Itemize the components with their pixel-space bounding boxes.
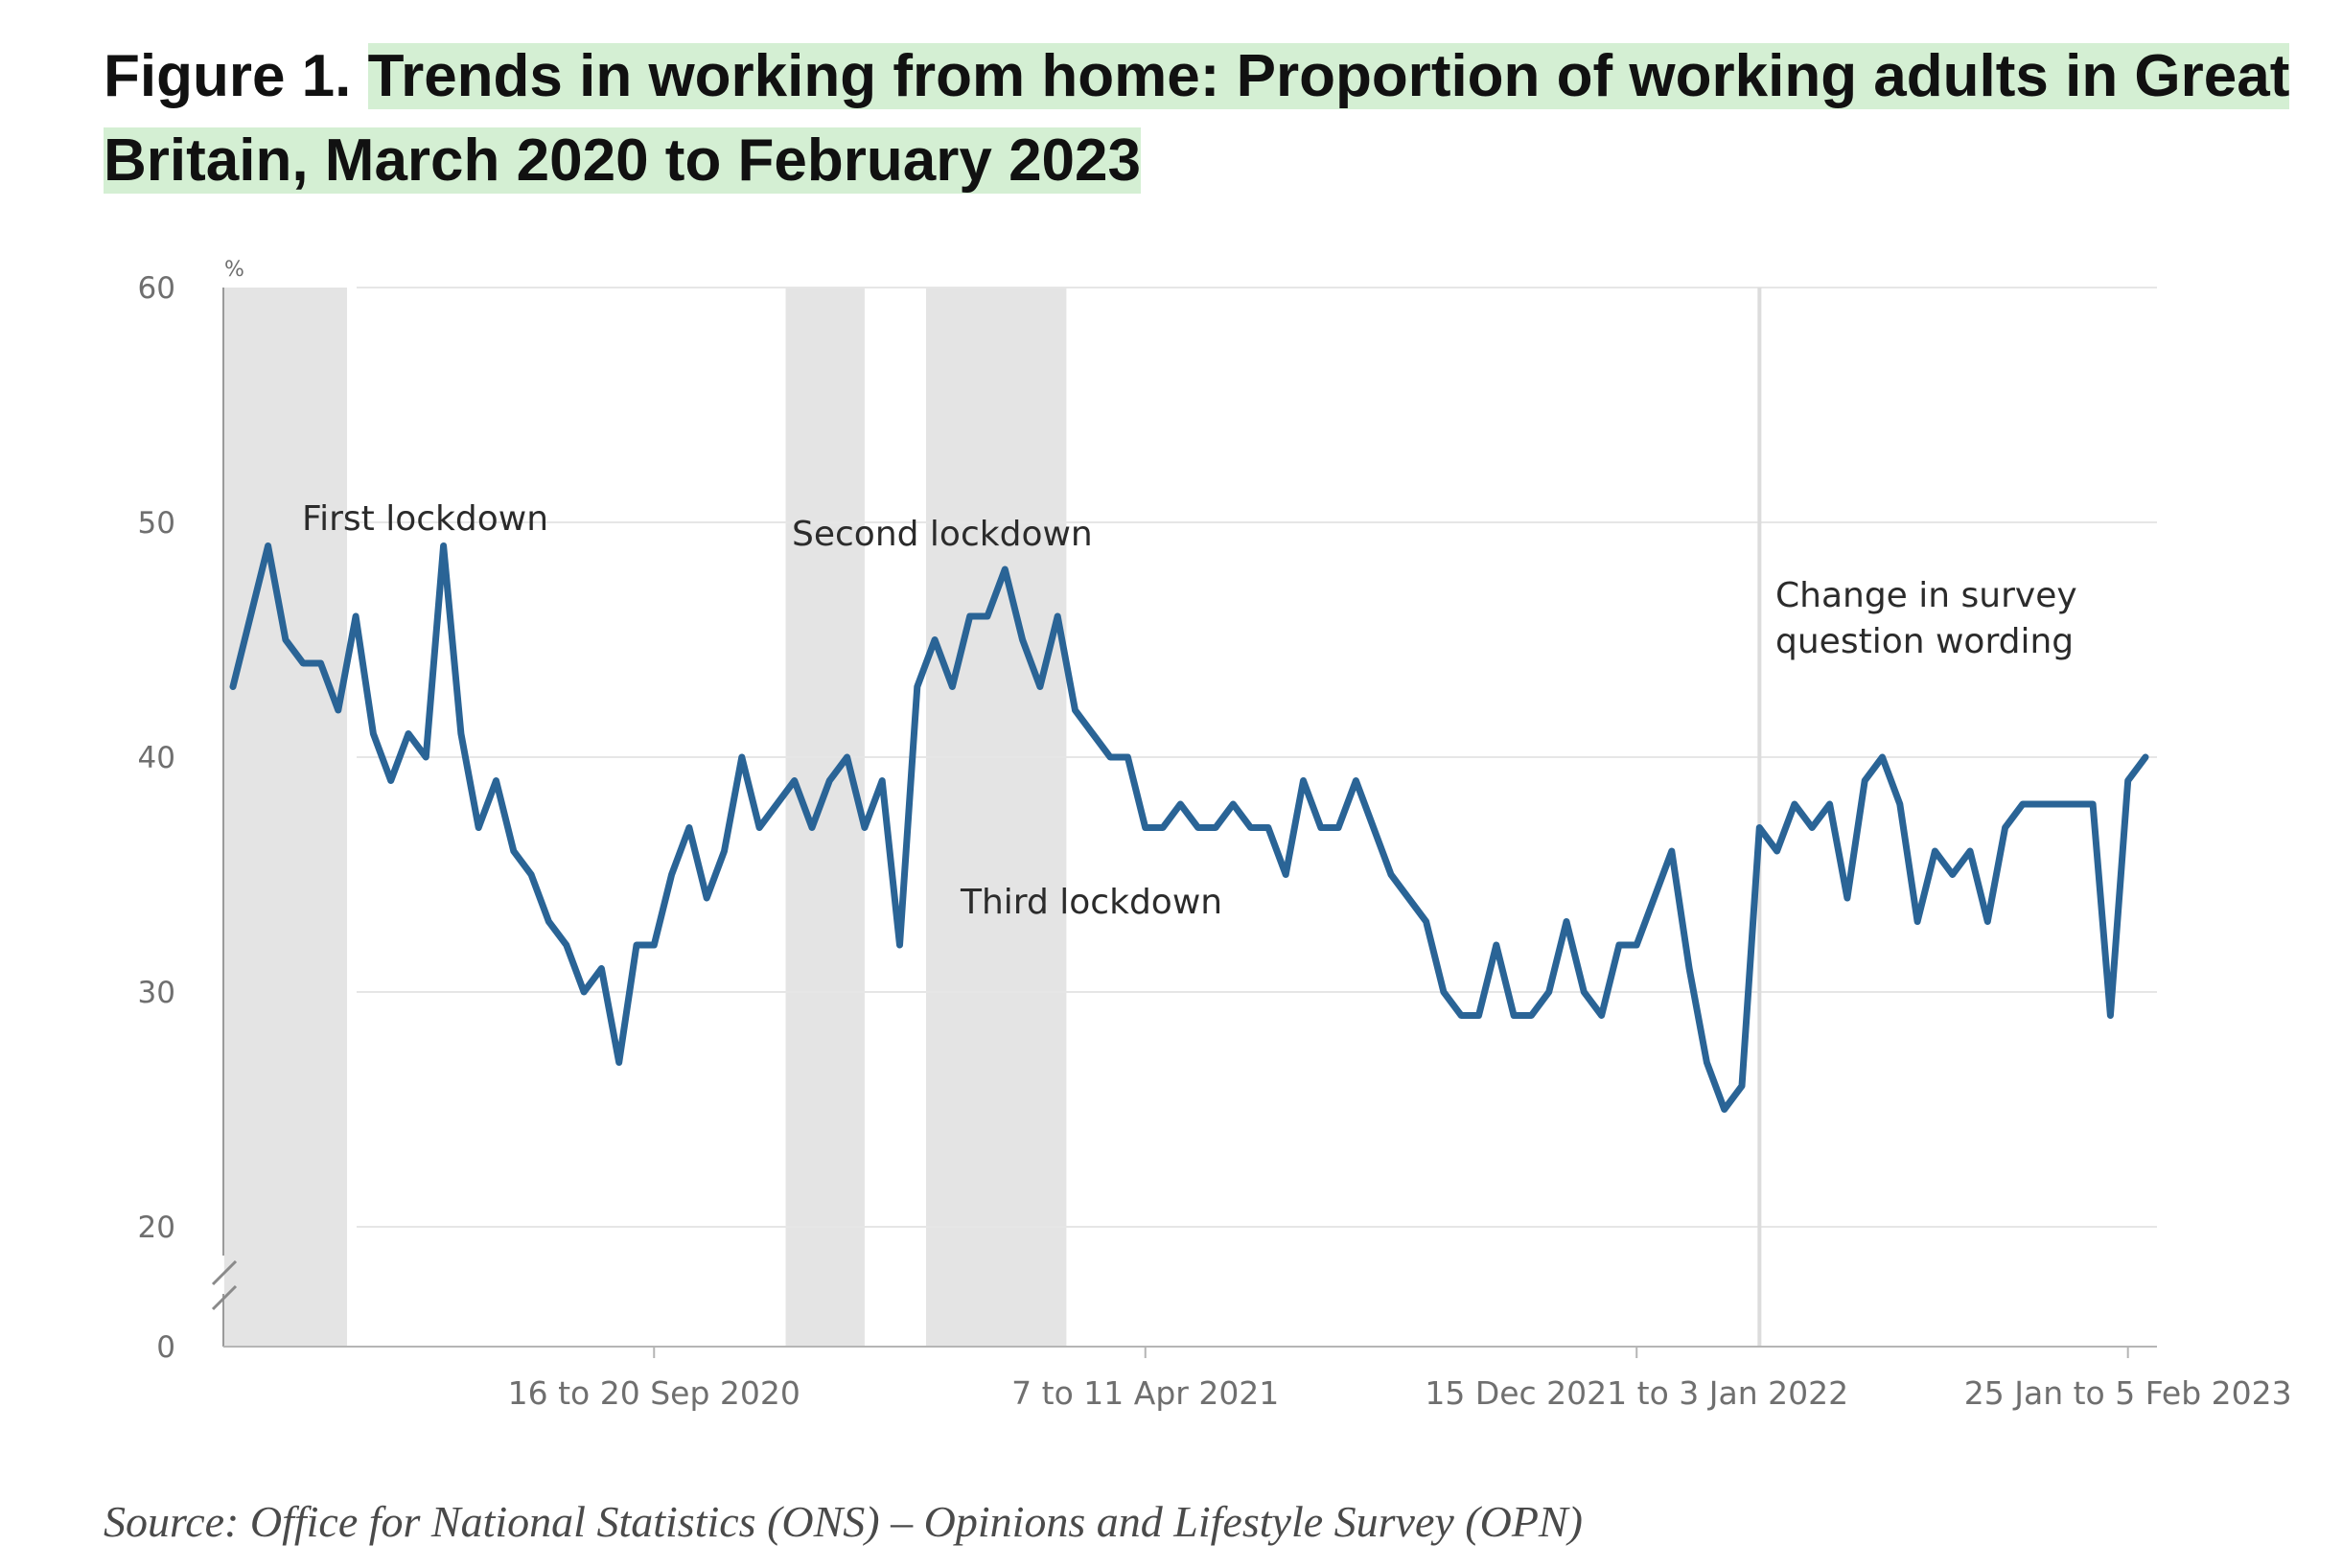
lockdown-band-2 (785, 288, 865, 1347)
x-tick-label: 15 Dec 2021 to 3 Jan 2022 (1425, 1374, 1848, 1412)
lockdown-band-1 (223, 288, 347, 1347)
survey-change-label: Change in survey (1775, 576, 2077, 615)
y-tick-label: 0 (156, 1330, 175, 1365)
series-line-wfh (229, 542, 2149, 1113)
y-tick-label: 20 (138, 1211, 175, 1245)
source-note: Source: Office for National Statistics (… (104, 1497, 1583, 1546)
wfh-line-chart: 60 50 40 30 20 0% 16 to 20 Sep 2020 7 to 11 Ap… (138, 258, 2292, 1412)
annotation-label: Second lockdown (792, 515, 1093, 554)
lockdown-band-3 (925, 288, 1067, 1347)
y-tick-label: 50 (138, 506, 175, 541)
y-tick-label: 60 (138, 271, 175, 306)
lockdown-shading (223, 288, 1067, 1347)
x-tick-label: 7 to 11 Apr 2021 (1011, 1374, 1279, 1412)
annotation-label: Third lockdown (960, 883, 1222, 922)
y-unit-label: % (224, 258, 244, 282)
y-tick-label: 30 (138, 976, 175, 1010)
series-layer (229, 542, 2149, 1113)
survey-change-label: question wording (1775, 622, 2074, 661)
x-tick-labels: 16 to 20 Sep 2020 7 to 11 Apr 2021 15 Dec … (508, 1347, 2292, 1412)
x-tick-label: 16 to 20 Sep 2020 (508, 1374, 800, 1412)
figure-label: Figure 1. (104, 43, 352, 109)
y-tick-label: 40 (138, 741, 175, 775)
x-tick-label: 25 Jan to 5 Feb 2023 (1964, 1374, 2292, 1412)
annotations: First lockdown Second lockdown Third lockd… (302, 499, 2077, 922)
annotation-label: First lockdown (302, 499, 548, 539)
y-tick-labels: 60 50 40 30 20 0% (138, 258, 244, 1365)
axis-break-mark-upper (211, 1259, 238, 1286)
axis-break-mark-lower (211, 1284, 238, 1311)
figure-title: Figure 1. Trends in working from home: P… (104, 35, 2308, 203)
axes (211, 288, 2157, 1348)
grid-lines (357, 287, 2157, 1228)
